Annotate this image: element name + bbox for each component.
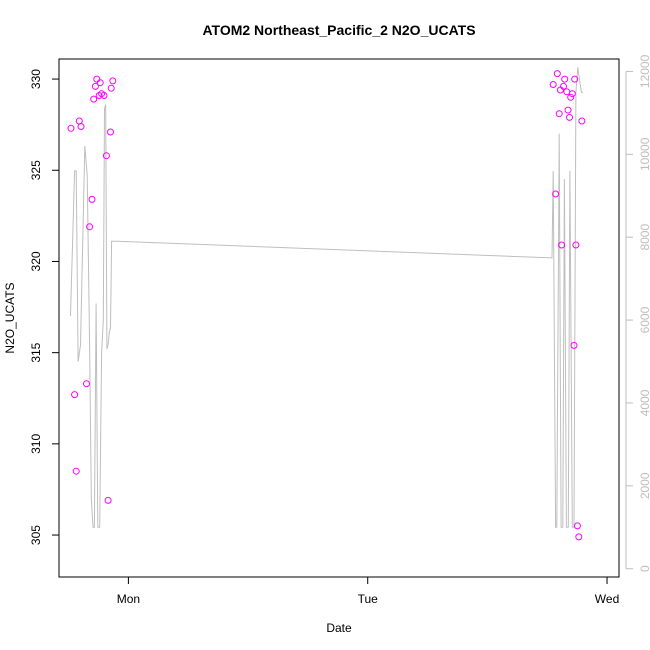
y-axis-label: N2O_UCATS: [3, 282, 17, 353]
x-axis-label: Date: [326, 621, 352, 635]
chart-title: ATOM2 Northeast_Pacific_2 N2O_UCATS: [202, 22, 475, 38]
data-point: [573, 522, 581, 530]
data-point: [555, 110, 563, 118]
data-point: [560, 82, 567, 90]
data-point: [558, 241, 566, 249]
secondary-y-tick-label: 6000: [638, 306, 650, 333]
data-point: [549, 81, 557, 88]
data-point: [107, 128, 114, 136]
data-point: [571, 75, 579, 83]
data-point: [72, 467, 80, 475]
y-tick-label: 310: [29, 434, 43, 454]
data-point: [567, 93, 575, 101]
data-point: [102, 152, 110, 160]
data-point: [88, 195, 96, 203]
data-point: [564, 106, 572, 114]
data-point: [71, 391, 79, 399]
y-tick-label: 330: [29, 69, 43, 89]
x-tick-label: Wed: [595, 592, 619, 606]
data-point: [96, 79, 104, 87]
series-line: [70, 67, 584, 528]
y-tick-label: 315: [29, 342, 43, 362]
data-point: [575, 533, 583, 541]
y-tick-label: 325: [29, 160, 43, 180]
data-point: [100, 92, 108, 99]
data-point: [86, 223, 94, 231]
series-points-group: [67, 70, 586, 541]
data-point: [107, 84, 115, 92]
data-point: [570, 341, 578, 349]
data-point: [83, 380, 90, 388]
y-tick-label: 320: [29, 251, 43, 271]
secondary-y-tick-label: 0: [638, 565, 650, 572]
data-point: [90, 95, 98, 103]
data-point: [578, 117, 586, 125]
data-point: [93, 75, 101, 83]
x-axis: Mon Tue Wed: [117, 577, 619, 606]
data-point: [109, 77, 117, 85]
data-point: [91, 82, 99, 90]
data-point: [572, 241, 580, 249]
data-point: [568, 90, 576, 98]
y-tick-label: 305: [29, 525, 43, 545]
data-point: [104, 496, 112, 504]
data-point: [566, 113, 573, 121]
secondary-y-tick-label: 2000: [638, 472, 650, 499]
data-point: [561, 75, 569, 83]
secondary-y-tick-label: 10000: [638, 137, 650, 171]
x-tick-label: Tue: [358, 592, 379, 606]
data-point: [77, 123, 85, 130]
data-point: [67, 124, 75, 132]
secondary-y-tick-label: 12000: [638, 54, 650, 88]
y-axis: 305 310 315 320 325 330: [29, 69, 59, 545]
data-point: [553, 70, 561, 78]
x-tick-label: Mon: [117, 592, 140, 606]
secondary-y-tick-label: 8000: [638, 224, 650, 251]
data-point: [552, 190, 560, 198]
series-line-group: [70, 67, 584, 528]
plot-frame: [58, 58, 620, 578]
secondary-y-tick-label: 4000: [638, 389, 650, 416]
secondary-y-axis: 0 2000 4000 6000 8000 10000 12000: [625, 54, 650, 572]
